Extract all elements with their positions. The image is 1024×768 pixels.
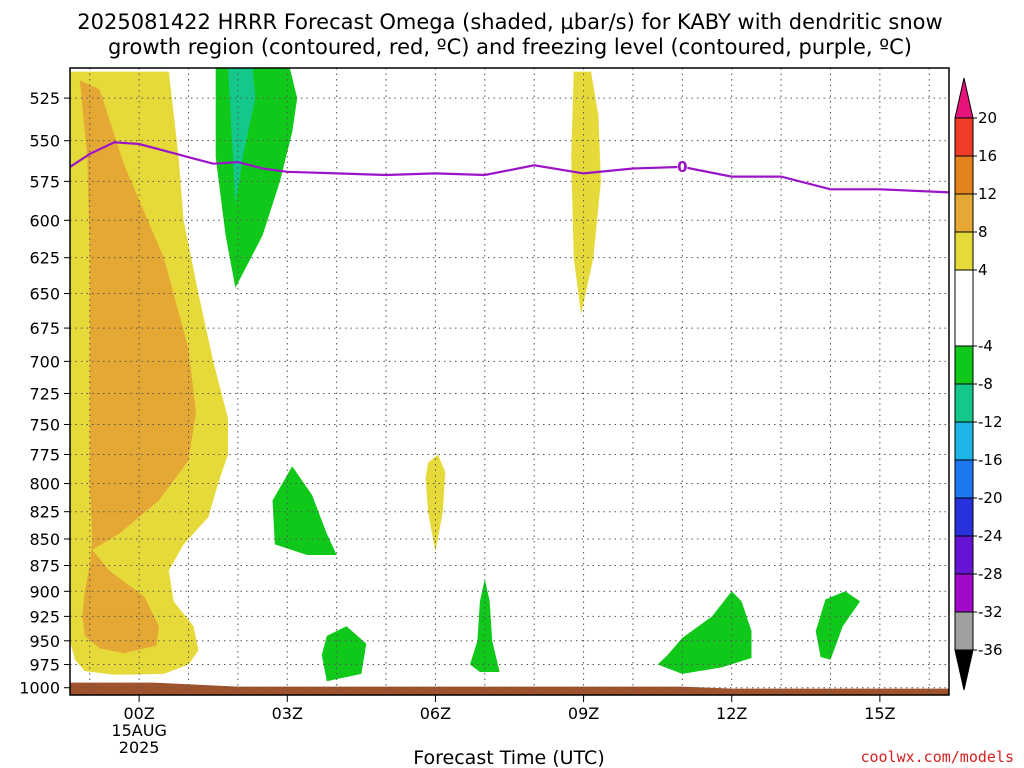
chart-title-line1: 2025081422 HRRR Forecast Omega (shaded, … [77, 10, 942, 34]
colorbar-segment-min [954, 649, 974, 691]
colorbar-segment [954, 269, 974, 347]
colorbar-label: -28 [978, 565, 1003, 583]
colorbar-segment [954, 231, 974, 271]
omega-region-4 [571, 71, 601, 315]
omega-region-7 [321, 626, 367, 682]
omega-region-1 [79, 80, 196, 654]
colorbar-label: 20 [978, 109, 997, 127]
colorbar-label: -8 [978, 375, 993, 393]
omega-region-2 [215, 68, 298, 288]
y-tick-label: 975 [29, 656, 60, 675]
freezing-level-label: 0 [677, 158, 687, 176]
colorbar-label: -24 [978, 527, 1003, 545]
y-tick-label: 825 [29, 503, 60, 522]
colorbar-segment [954, 535, 974, 575]
omega-region-10 [815, 591, 861, 660]
freezing-level-contour: 0 [70, 141, 949, 194]
x-axis-title: Forecast Time (UTC) [413, 747, 604, 768]
colorbar-segment [954, 459, 974, 499]
ground-surface [70, 682, 949, 695]
colorbar-label: -16 [978, 451, 1003, 469]
colorbar-label: 4 [978, 261, 988, 279]
y-tick-label: 600 [29, 211, 60, 230]
y-tick-label: 1000 [19, 679, 60, 698]
x-tick-label: 00Z [123, 704, 154, 723]
x-tick-label: 12Z [716, 704, 747, 723]
credit-text: coolwx.com/models [860, 748, 1014, 766]
colorbar-segment [954, 193, 974, 233]
y-tick-label: 725 [29, 384, 60, 403]
colorbar-label: -4 [978, 337, 993, 355]
y-tick-label: 900 [29, 582, 60, 601]
y-tick-label: 575 [29, 172, 60, 191]
colorbar-segment [954, 497, 974, 537]
y-axis: 525 550 575 600 625 650 675 700 725 750 775 800 825 8… [19, 89, 70, 698]
omega-region-8 [470, 579, 500, 672]
y-tick-label: 525 [29, 89, 60, 108]
x-tick-label: 15Z [864, 704, 895, 723]
y-tick-label: 675 [29, 319, 60, 338]
colorbar-label: 16 [978, 147, 997, 165]
colorbar-segment [954, 383, 974, 423]
y-tick-label: 650 [29, 285, 60, 304]
colorbar-label: -32 [978, 603, 1003, 621]
freezing-label-bg [677, 158, 688, 174]
y-tick-label: 625 [29, 249, 60, 268]
x-tick-year: 2025 [119, 738, 160, 757]
colorbar-label: 12 [978, 185, 997, 203]
colorbar-label: 8 [978, 223, 988, 241]
y-tick-label: 750 [29, 415, 60, 434]
ground-layer [70, 682, 949, 695]
omega-region-9 [657, 591, 752, 674]
colorbar-legend: 20 16 12 8 4 -4 -8 -12 -16 -20 -24 -28 -32 -36 [954, 77, 1003, 691]
y-tick-label: 875 [29, 557, 60, 576]
colorbar-segment [954, 573, 974, 613]
x-tick-label: 09Z [568, 704, 599, 723]
colorbar-segment [954, 611, 974, 651]
colorbar-segment [954, 155, 974, 195]
y-tick-label: 550 [29, 132, 60, 151]
colorbar-label: -20 [978, 489, 1003, 507]
y-tick-label: 850 [29, 530, 60, 549]
y-tick-label: 950 [29, 632, 60, 651]
y-tick-label: 700 [29, 352, 60, 371]
x-tick-label: 06Z [420, 704, 451, 723]
colorbar-segment [954, 345, 974, 385]
colorbar-segment [954, 117, 974, 157]
colorbar-label: -36 [978, 641, 1003, 659]
omega-region-6 [272, 466, 337, 555]
plot-frame [69, 67, 950, 696]
colorbar-segment [954, 421, 974, 461]
y-tick-label: 925 [29, 607, 60, 626]
omega-shading [70, 68, 861, 682]
y-tick-label: 775 [29, 445, 60, 464]
omega-region-3 [228, 68, 256, 205]
y-tick-label: 800 [29, 475, 60, 494]
x-tick-label: 03Z [272, 704, 303, 723]
colorbar-label: -12 [978, 413, 1003, 431]
colorbar-segment-max [954, 77, 974, 119]
chart-title-line2: growth region (contoured, red, ºC) and f… [108, 35, 912, 59]
x-tick-date: 15AUG [111, 721, 166, 740]
freezing-level-line [70, 141, 949, 194]
